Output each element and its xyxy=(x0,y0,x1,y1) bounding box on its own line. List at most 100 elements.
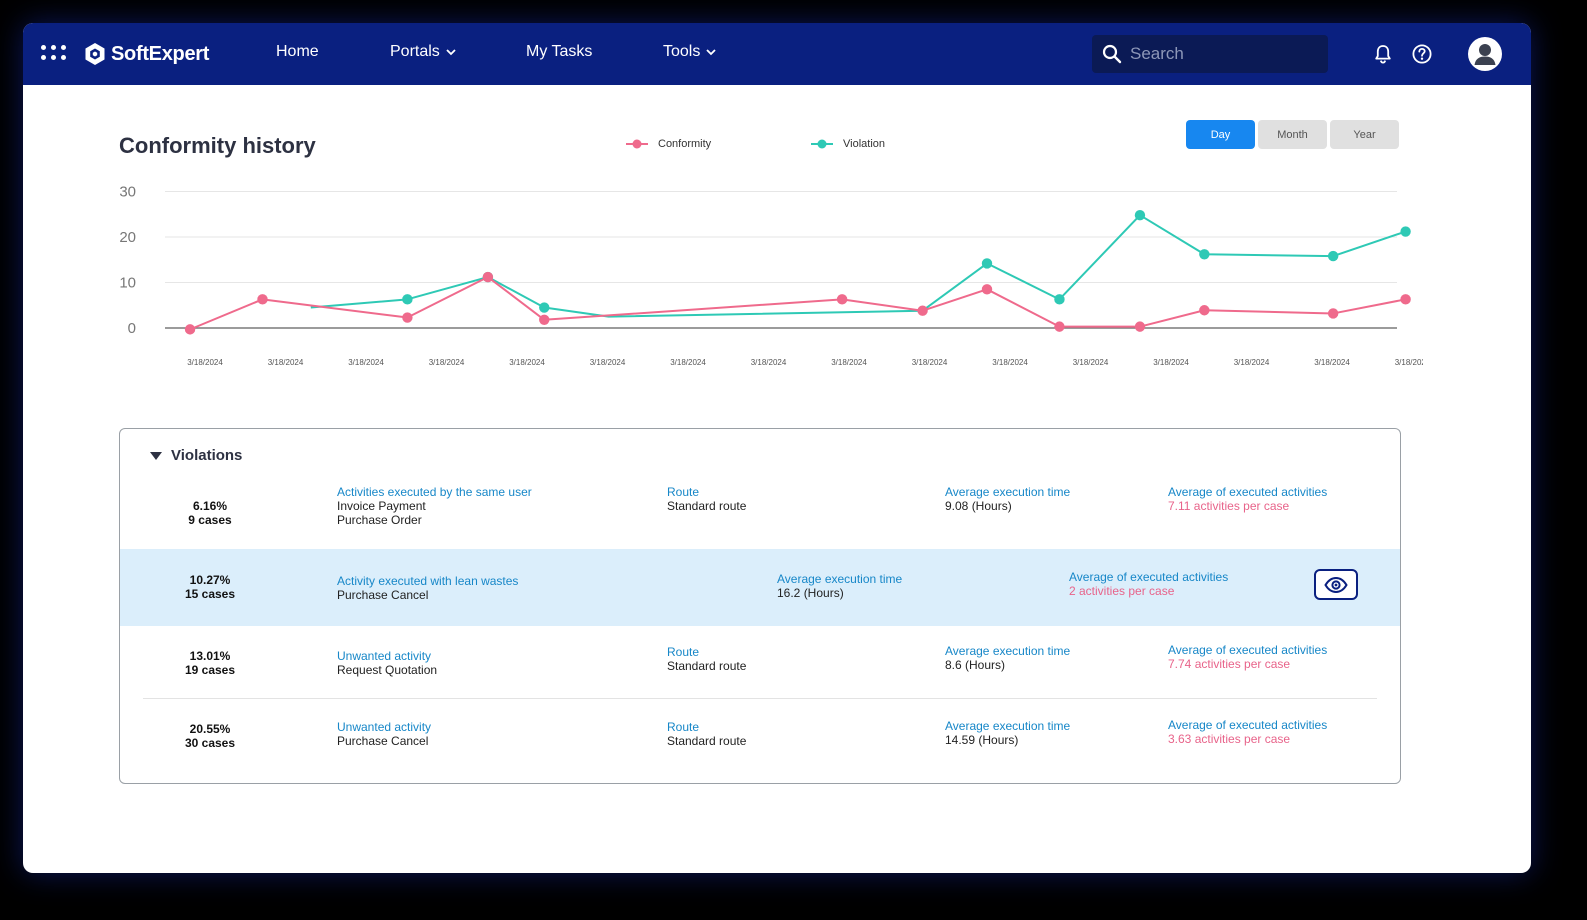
chevron-down-icon xyxy=(706,48,716,55)
violation-avg-activities: Average of executed activities 7.11 acti… xyxy=(1168,485,1327,513)
violation-activity: Activities executed by the same user Inv… xyxy=(337,485,532,527)
violation-route: Route Standard route xyxy=(667,720,746,748)
violation-time: Average execution time 16.2 (Hours) xyxy=(777,572,902,600)
nav-my-tasks-label: My Tasks xyxy=(526,43,593,60)
violation-row[interactable]: 13.01% 19 cases Unwanted activity Reques… xyxy=(120,626,1400,698)
avg-value: 2 activities per case xyxy=(1069,584,1175,598)
violation-point xyxy=(402,294,413,305)
top-navigation-bar: SoftExpert Home Portals My Tasks Tools xyxy=(23,23,1531,85)
legend-conformity[interactable]: Conformity xyxy=(626,138,711,150)
time-value: 9.08 (Hours) xyxy=(945,499,1012,513)
activity-value: Purchase Cancel xyxy=(337,734,429,748)
route-value: Standard route xyxy=(667,734,747,748)
time-value: 16.2 (Hours) xyxy=(777,586,844,600)
conformity-point xyxy=(1327,308,1339,319)
row-divider xyxy=(143,698,1377,699)
violation-stat: 10.27% 15 cases xyxy=(150,573,270,601)
nav-tools[interactable]: Tools xyxy=(663,43,716,61)
x-tick-label: 3/18/2024 xyxy=(1314,358,1350,367)
avg-value: 7.11 activities per case xyxy=(1168,499,1290,513)
y-tick-label: 20 xyxy=(119,229,136,246)
violation-row[interactable]: 20.55% 30 cases Unwanted activity Purcha… xyxy=(120,699,1400,771)
conformity-point xyxy=(257,294,268,305)
activity-label: Activity executed with lean wastes xyxy=(337,574,519,588)
x-tick-label: 3/18/2024 xyxy=(590,358,626,367)
bell-icon[interactable] xyxy=(1372,43,1394,65)
x-tick-label: 3/18/2024 xyxy=(1395,358,1423,367)
x-tick-label: 3/18/2024 xyxy=(912,358,948,367)
time-label: Average execution time xyxy=(945,719,1071,733)
nav-my-tasks[interactable]: My Tasks xyxy=(526,43,592,61)
avg-label: Average of executed activities xyxy=(1168,643,1328,657)
help-icon[interactable] xyxy=(1411,43,1433,65)
brand-name: SoftExpert xyxy=(111,42,210,65)
activity-value: Purchase Order xyxy=(337,513,422,527)
violation-point xyxy=(1199,249,1210,260)
violations-panel: Violations 6.16% 9 cases Activities exec… xyxy=(119,428,1401,784)
time-label: Average execution time xyxy=(945,644,1071,658)
x-tick-label: 3/18/2024 xyxy=(268,358,304,367)
brand[interactable]: SoftExpert xyxy=(83,40,209,68)
violation-activity: Unwanted activity Request Quotation xyxy=(337,649,437,677)
violation-row[interactable]: 6.16% 9 cases Activities executed by the… xyxy=(120,479,1400,551)
violation-stat: 6.16% 9 cases xyxy=(150,499,270,527)
legend-violation-marker xyxy=(811,139,833,149)
conformity-point xyxy=(482,271,494,283)
x-tick-label: 3/18/2024 xyxy=(187,358,223,367)
time-value: 14.59 (Hours) xyxy=(945,733,1019,747)
apps-grid-icon[interactable] xyxy=(41,45,67,63)
violation-time: Average execution time 9.08 (Hours) xyxy=(945,485,1070,513)
range-day-button[interactable]: Day xyxy=(1186,120,1255,149)
caret-down-icon xyxy=(150,451,162,460)
avg-label: Average of executed activities xyxy=(1168,718,1328,732)
violation-route: Route Standard route xyxy=(667,485,746,513)
legend-violation-label: Violation xyxy=(843,138,885,150)
user-avatar[interactable] xyxy=(1468,37,1502,71)
violation-time: Average execution time 14.59 (Hours) xyxy=(945,719,1070,747)
conformity-point xyxy=(917,305,928,316)
x-tick-label: 3/18/2024 xyxy=(509,358,545,367)
violation-activity: Activity executed with lean wastes Purch… xyxy=(337,574,518,602)
violation-cases: 15 cases xyxy=(184,587,236,601)
violation-stat: 13.01% 19 cases xyxy=(150,649,270,677)
avg-value: 3.63 activities per case xyxy=(1168,732,1291,746)
violation-percent: 20.55% xyxy=(189,722,231,736)
violation-cases: 30 cases xyxy=(184,736,236,750)
legend-conformity-label: Conformity xyxy=(658,138,712,150)
nav-portals[interactable]: Portals xyxy=(390,43,456,61)
search-input[interactable] xyxy=(1128,43,1322,65)
range-month-button[interactable]: Month xyxy=(1258,120,1327,149)
range-year-button[interactable]: Year xyxy=(1330,120,1399,149)
violation-cases: 9 cases xyxy=(188,513,232,527)
legend-violation[interactable]: Violation xyxy=(811,138,885,150)
avg-value: 7.74 activities per case xyxy=(1168,657,1291,671)
avg-label: Average of executed activities xyxy=(1069,570,1229,584)
violation-row-selected[interactable]: 10.27% 15 cases Activity executed with l… xyxy=(120,549,1400,626)
eye-icon xyxy=(1324,576,1348,593)
conformity-point xyxy=(1054,321,1065,332)
y-tick-label: 0 xyxy=(128,320,136,337)
activity-label: Unwanted activity xyxy=(337,720,432,734)
x-tick-label: 3/18/2024 xyxy=(831,358,867,367)
x-tick-label: 3/18/2024 xyxy=(1153,358,1189,367)
violation-point xyxy=(981,258,993,269)
conformity-point xyxy=(1199,305,1210,316)
violation-line xyxy=(310,214,1406,318)
violation-point xyxy=(1054,294,1065,305)
nav-tools-label: Tools xyxy=(663,43,701,60)
violation-point xyxy=(1327,250,1339,262)
nav-home[interactable]: Home xyxy=(276,43,319,61)
violation-point xyxy=(1134,209,1146,221)
chart-title: Conformity history xyxy=(119,133,316,158)
route-label: Route xyxy=(667,645,700,659)
conformity-point xyxy=(1400,294,1411,305)
violation-point xyxy=(539,302,550,313)
x-tick-label: 3/18/2024 xyxy=(992,358,1028,367)
violation-avg-activities: Average of executed activities 2 activit… xyxy=(1069,570,1228,598)
time-label: Average execution time xyxy=(777,572,903,586)
conformity-point xyxy=(402,312,413,323)
violations-toggle[interactable]: Violations xyxy=(150,447,242,464)
route-value: Standard route xyxy=(667,659,747,673)
user-icon xyxy=(1474,44,1496,65)
view-details-button[interactable] xyxy=(1314,569,1358,600)
